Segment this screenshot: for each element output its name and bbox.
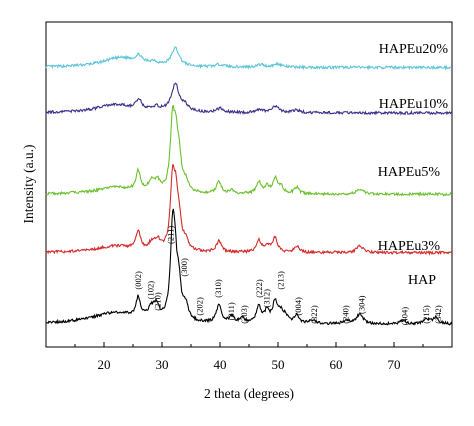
peak-label: (002) — [133, 271, 143, 290]
peak-label-layer: (002)(102)(210) (211) (300) (202) (310)(311)… — [133, 226, 443, 326]
peak-label: (211) — [165, 226, 175, 244]
x-tick-label: 50 — [272, 357, 285, 372]
peak-label: (004) — [293, 297, 303, 316]
series-line-hapeu5pct — [45, 104, 453, 197]
peak-label: (240) — [340, 305, 350, 324]
peak-label: (102) — [146, 281, 156, 300]
peak-label: (322) — [309, 305, 319, 324]
x-tick-label: 20 — [98, 357, 111, 372]
x-tick-label: 30 — [156, 357, 169, 372]
peak-label: (404) — [400, 307, 410, 326]
series-label-hapeu5pct: HAPEu5% — [378, 165, 441, 180]
series-line-hapeu10pct — [45, 82, 453, 116]
x-tick-label: 70 — [388, 357, 401, 372]
peak-label: (210) — [152, 292, 162, 311]
series-layer — [45, 46, 453, 326]
series-line-hapeu3pct — [45, 164, 452, 256]
x-tick-label: 60 — [330, 357, 343, 372]
peak-label: (311) — [226, 302, 236, 320]
series-line-hapeu20pct — [45, 46, 452, 71]
peak-label: (213) — [275, 271, 285, 290]
peak-label: (304) — [357, 295, 367, 314]
series-label-hapeu10pct: HAPEu10% — [379, 97, 449, 112]
peak-label: (312) — [262, 289, 272, 308]
y-axis-title: Intensity (a.u.) — [21, 144, 36, 223]
peak-label: (203) — [239, 305, 249, 324]
peak-label: (310) — [213, 279, 223, 298]
peak-label: (222) — [254, 279, 264, 298]
series-line-hap — [45, 208, 453, 326]
series-label-hapeu20pct: HAPEu20% — [379, 42, 449, 57]
peak-label: (215) — [421, 305, 431, 324]
series-label-hapeu3pct: HAPEu3% — [378, 239, 441, 254]
peak-label: (202) — [194, 297, 204, 316]
x-tick-label: 40 — [214, 357, 227, 372]
x-axis-title: 2 theta (degrees) — [204, 386, 294, 401]
series-label-hap: HAP — [408, 273, 436, 288]
x-axis-ticks: 20 30 40 50 60 70 — [74, 342, 424, 372]
peak-label: (342) — [433, 305, 443, 324]
peak-label: (300) — [179, 258, 189, 277]
plot-frame — [45, 21, 453, 348]
